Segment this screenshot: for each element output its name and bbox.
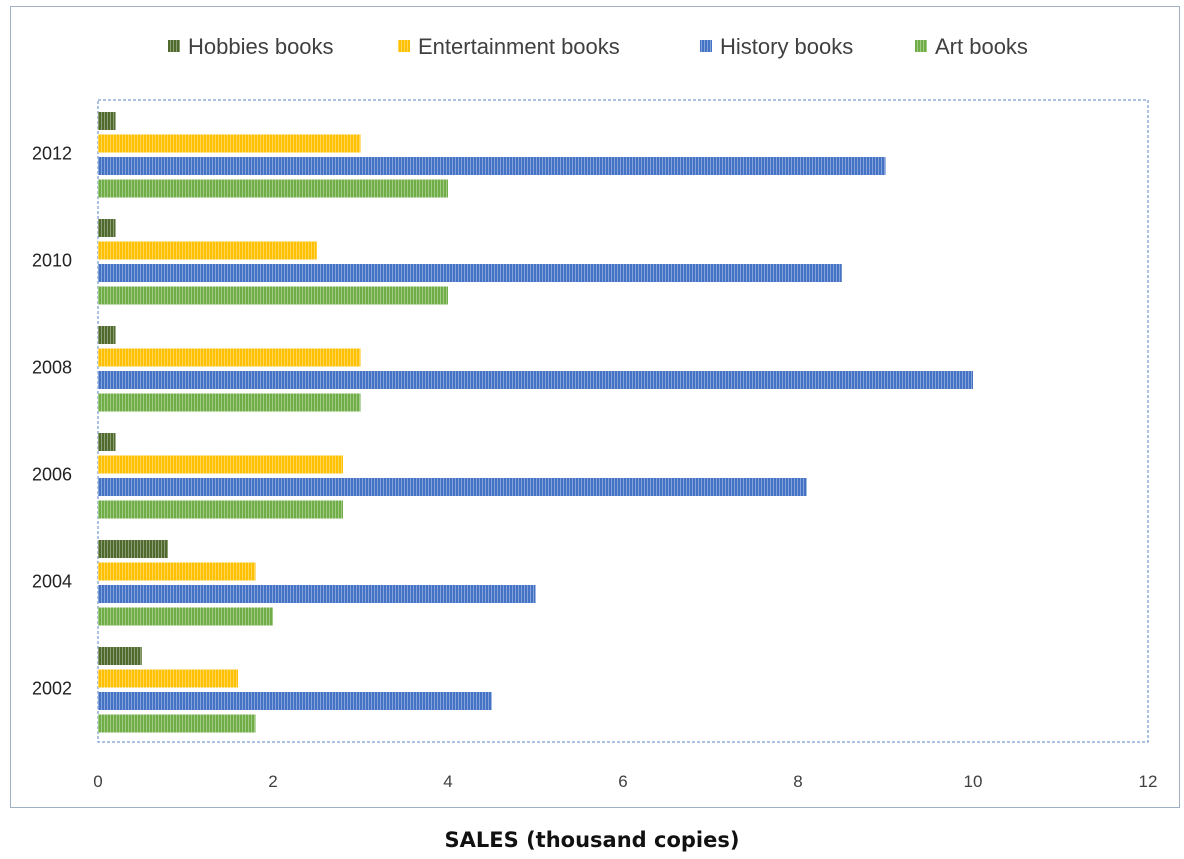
- bar-hobbies-books-2006: [98, 433, 116, 451]
- y-tick-label: 2006: [32, 465, 72, 485]
- legend-label: Art books: [935, 34, 1028, 59]
- legend-label: History books: [720, 34, 853, 59]
- legend-swatch: [700, 40, 712, 52]
- legend-label: Entertainment books: [418, 34, 620, 59]
- legend-swatch: [398, 40, 410, 52]
- bar-art-books-2012: [98, 179, 448, 198]
- legend-item-hobbies-books: Hobbies books: [168, 34, 334, 59]
- bar-history-books-2004: [98, 585, 536, 603]
- x-tick-label: 10: [964, 772, 983, 791]
- bar-entertainment-books-2008: [98, 348, 361, 367]
- bar-entertainment-books-2010: [98, 241, 317, 260]
- x-axis-title: SALES (thousand copies): [444, 828, 740, 852]
- bar-history-books-2008: [98, 371, 973, 389]
- bar-hobbies-books-2002: [98, 647, 142, 665]
- legend-item-entertainment-books: Entertainment books: [398, 34, 620, 59]
- x-tick-label: 4: [443, 772, 452, 791]
- x-tick-label: 0: [93, 772, 102, 791]
- bar-hobbies-books-2010: [98, 219, 116, 237]
- x-tick-label: 8: [793, 772, 802, 791]
- plot-area: [97, 99, 1149, 743]
- bar-group-2002: [98, 647, 492, 733]
- bar-group-2010: [98, 219, 842, 305]
- y-tick-label: 2002: [32, 679, 72, 699]
- y-tick-label: 2008: [32, 358, 72, 378]
- bar-group-2006: [98, 433, 807, 519]
- bar-hobbies-books-2004: [98, 540, 168, 558]
- bar-group-2008: [98, 326, 973, 412]
- x-tick-label: 12: [1139, 772, 1158, 791]
- bar-art-books-2008: [98, 393, 361, 412]
- bar-entertainment-books-2012: [98, 134, 361, 153]
- bar-hobbies-books-2008: [98, 326, 116, 344]
- legend-label: Hobbies books: [188, 34, 334, 59]
- chart-canvas: Hobbies books Entertainment books History …: [32, 34, 1158, 791]
- bar-hobbies-books-2012: [98, 112, 116, 130]
- legend-swatch: [168, 40, 180, 52]
- bar-history-books-2012: [98, 157, 886, 175]
- bar-group-2012: [98, 112, 886, 198]
- legend-swatch: [915, 40, 927, 52]
- y-tick-label: 2004: [32, 572, 72, 592]
- bar-art-books-2010: [98, 286, 448, 305]
- bar-history-books-2006: [98, 478, 807, 496]
- x-tick-label: 2: [268, 772, 277, 791]
- y-tick-label: 2010: [32, 251, 72, 271]
- bar-art-books-2004: [98, 607, 273, 626]
- bar-history-books-2002: [98, 692, 492, 710]
- legend-item-art-books: Art books: [915, 34, 1028, 59]
- bar-entertainment-books-2004: [98, 562, 256, 581]
- y-tick-label: 2012: [32, 144, 72, 164]
- bar-group-2004: [98, 540, 536, 626]
- bar-entertainment-books-2006: [98, 455, 343, 474]
- chart-frame: [10, 6, 1180, 808]
- bar-art-books-2002: [98, 714, 256, 733]
- bar-history-books-2010: [98, 264, 842, 282]
- legend-item-history-books: History books: [700, 34, 853, 59]
- bar-entertainment-books-2002: [98, 669, 238, 688]
- bar-art-books-2006: [98, 500, 343, 519]
- x-tick-label: 6: [618, 772, 627, 791]
